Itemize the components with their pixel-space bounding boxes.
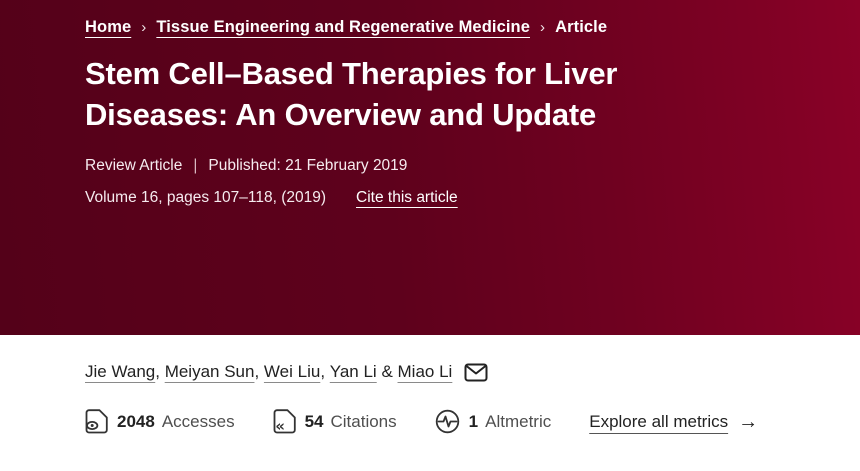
author-separator: ,: [155, 362, 165, 381]
author-separator: ,: [320, 362, 330, 381]
accesses-metric: 2048 Accesses: [85, 409, 235, 434]
cite-this-article-link[interactable]: Cite this article: [356, 189, 458, 206]
author-list: Jie Wang , Meiyan Sun , Wei Liu , Yan Li…: [85, 362, 800, 382]
article-meta-line: Review Article | Published: 21 February …: [85, 157, 800, 175]
author-ampersand: &: [376, 362, 398, 381]
author-link[interactable]: Miao Li: [397, 362, 453, 381]
article-header-banner: Home › Tissue Engineering and Regenerati…: [0, 0, 860, 335]
arrow-right-icon: →: [738, 410, 759, 433]
email-icon[interactable]: [464, 363, 488, 382]
author-separator: ,: [254, 362, 264, 381]
citations-label: Citations: [330, 411, 397, 431]
altmetric-pulse-icon: [435, 409, 460, 434]
svg-text:«: «: [275, 417, 285, 434]
altmetric-metric: 1 Altmetric: [435, 409, 552, 434]
citations-quote-icon: «: [273, 409, 296, 434]
volume-pages-label: Volume 16, pages 107–118, (2019): [85, 189, 327, 206]
accesses-page-eye-icon: [85, 409, 108, 434]
accesses-label: Accesses: [161, 411, 235, 431]
chevron-right-icon: ›: [539, 19, 546, 36]
published-date-label: Published: 21 February 2019: [208, 157, 408, 174]
explore-all-metrics-link[interactable]: Explore all metrics: [589, 411, 729, 431]
altmetric-label: Altmetric: [485, 411, 552, 431]
breadcrumb: Home › Tissue Engineering and Regenerati…: [85, 0, 800, 37]
volume-pages-line: Volume 16, pages 107–118, (2019) Cite th…: [85, 189, 800, 207]
breadcrumb-journal-link[interactable]: Tissue Engineering and Regenerative Medi…: [156, 18, 530, 36]
article-info-section: Jie Wang , Meiyan Sun , Wei Liu , Yan Li…: [0, 335, 860, 434]
page-title: Stem Cell–Based Therapies for Liver Dise…: [85, 56, 618, 132]
article-type-label: Review Article: [85, 157, 183, 174]
author-link[interactable]: Meiyan Sun: [164, 362, 255, 381]
breadcrumb-article-label: Article: [555, 18, 608, 36]
author-link[interactable]: Yan Li: [329, 362, 377, 381]
accesses-count: 2048: [117, 411, 155, 431]
author-link[interactable]: Jie Wang: [85, 362, 156, 381]
metrics-bar: 2048 Accesses « 54 Citations: [85, 409, 800, 434]
citations-count: 54: [304, 411, 324, 431]
breadcrumb-home-link[interactable]: Home: [85, 18, 132, 36]
citations-metric: « 54 Citations: [273, 409, 397, 434]
chevron-right-icon: ›: [141, 19, 147, 36]
author-link[interactable]: Wei Liu: [263, 362, 321, 381]
altmetric-count: 1: [468, 411, 479, 431]
meta-divider: |: [193, 157, 198, 174]
